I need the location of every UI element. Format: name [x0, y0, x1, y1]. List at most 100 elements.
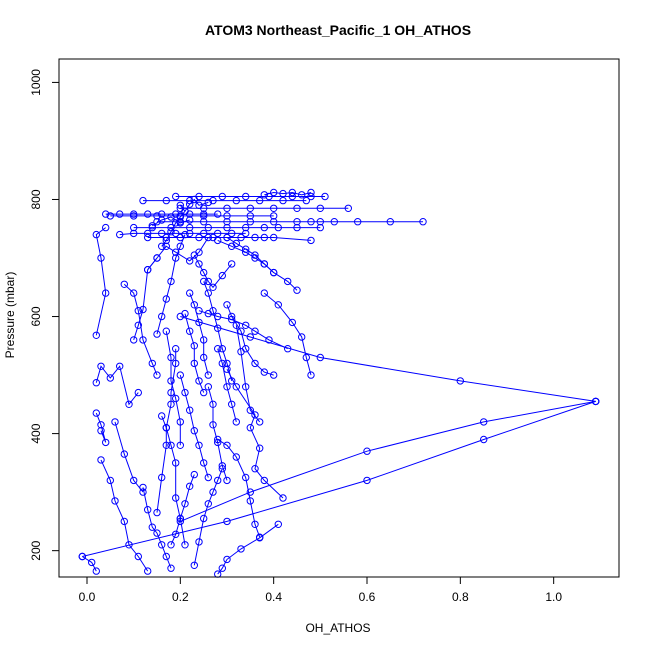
data-point-47-1	[162, 236, 171, 245]
data-point-15-0	[153, 330, 161, 338]
data-point-36-0	[116, 230, 124, 239]
data-point-47-3	[172, 219, 180, 227]
data-point-40-1	[130, 212, 138, 220]
data-point-20-4	[209, 488, 217, 496]
y-tick-label-4: 1000	[29, 69, 43, 96]
series-line-24	[235, 325, 261, 423]
data-point-43-0	[172, 192, 180, 201]
data-point-27-2	[363, 447, 371, 455]
data-point-44-5	[307, 188, 315, 197]
data-point-17-5	[200, 459, 208, 467]
data-point-15-3	[167, 277, 175, 286]
data-point-10-0	[130, 336, 138, 344]
data-point-40-6	[246, 212, 255, 220]
data-point-32-3	[242, 248, 250, 256]
data-point-22-0	[200, 277, 208, 286]
data-point-37-0	[130, 223, 138, 232]
data-point-47-0	[158, 242, 166, 251]
data-point-11-2	[148, 523, 157, 531]
data-point-4-3	[120, 517, 129, 526]
data-point-46-2	[167, 213, 175, 221]
data-point-22-4	[218, 345, 227, 353]
data-point-38-2	[200, 218, 208, 226]
data-point-25-6	[270, 371, 278, 379]
data-point-37-4	[204, 223, 213, 232]
data-point-13-1	[162, 424, 171, 432]
x-tick-label-5: 1.0	[545, 590, 562, 604]
data-point-29-3	[480, 435, 488, 444]
data-point-31-0	[293, 286, 301, 294]
data-point-43-5	[288, 192, 296, 201]
data-point-4-2	[111, 497, 119, 505]
series-line-28	[180, 316, 596, 402]
data-point-34-1	[153, 254, 161, 262]
data-point-9-3	[139, 336, 147, 344]
x-tick-label-4: 0.8	[452, 590, 469, 604]
data-point-38-6	[293, 218, 301, 226]
data-point-37-7	[260, 223, 268, 232]
data-point-21-5	[223, 476, 231, 485]
data-point-22-5	[223, 359, 231, 368]
data-point-22-6	[228, 377, 236, 385]
data-point-13-2	[167, 441, 175, 449]
series-line-36	[119, 232, 246, 236]
data-point-16-5	[190, 470, 199, 479]
data-point-36-7	[214, 229, 222, 238]
data-point-21-1	[209, 400, 217, 408]
data-point-18-5	[200, 388, 208, 397]
data-point-30-1	[302, 353, 310, 362]
data-point-26-3	[242, 321, 250, 329]
data-point-38-11	[386, 218, 394, 226]
data-point-9-2	[134, 307, 143, 315]
data-point-26-6	[204, 309, 213, 318]
x-axis: 0.0 0.2 0.4 0.6 0.8 1.0	[79, 576, 562, 604]
data-point-36-3	[158, 229, 166, 238]
data-point-19-0	[186, 289, 194, 297]
data-point-10-2	[139, 305, 147, 314]
data-point-3-3	[256, 444, 264, 452]
data-point-14-2	[167, 377, 175, 385]
x-tick-label-0: 0.0	[79, 590, 96, 604]
series-line-2	[217, 439, 261, 538]
data-point-23-1	[218, 359, 227, 368]
data-point-38-9	[330, 218, 338, 226]
data-point-35-9	[270, 233, 278, 242]
data-point-27-1	[480, 418, 488, 426]
data-point-7-1	[97, 362, 105, 370]
data-point-1-0	[274, 520, 282, 528]
data-point-41-5	[293, 204, 301, 213]
series-line-3	[226, 368, 284, 499]
data-point-8-0	[92, 331, 101, 339]
series-line-44	[264, 191, 312, 196]
series-line-14	[165, 331, 181, 446]
data-point-40-0	[106, 212, 115, 220]
data-point-25-4	[251, 359, 259, 368]
data-point-12-7	[172, 345, 180, 353]
data-point-46-1	[158, 216, 166, 224]
data-point-7-0	[92, 379, 101, 387]
data-point-32-4	[228, 242, 236, 251]
data-point-35-10	[307, 236, 315, 245]
data-point-2-2	[246, 497, 255, 505]
data-point-17-0	[176, 371, 185, 379]
data-point-6-1	[120, 450, 129, 458]
data-point-9-4	[148, 359, 157, 368]
data-point-23-0	[214, 345, 222, 353]
series-line-20	[193, 468, 223, 566]
data-point-2-5	[223, 441, 231, 449]
series-line-15	[156, 234, 186, 335]
data-point-11-3	[153, 529, 161, 537]
x-tick-label-1: 0.2	[172, 590, 189, 604]
data-point-47-4	[176, 213, 185, 221]
series-line-16	[170, 474, 195, 546]
data-point-0-2	[92, 567, 101, 575]
series-line-23	[217, 348, 237, 423]
series-line-17	[179, 374, 209, 478]
series-line-34	[147, 237, 209, 271]
data-point-38-3	[223, 218, 231, 226]
y-tick-label-0: 200	[29, 540, 43, 560]
data-point-40-2	[153, 212, 161, 220]
series-line-31	[226, 237, 298, 291]
x-axis-label: OH_ATHOS	[305, 621, 370, 635]
